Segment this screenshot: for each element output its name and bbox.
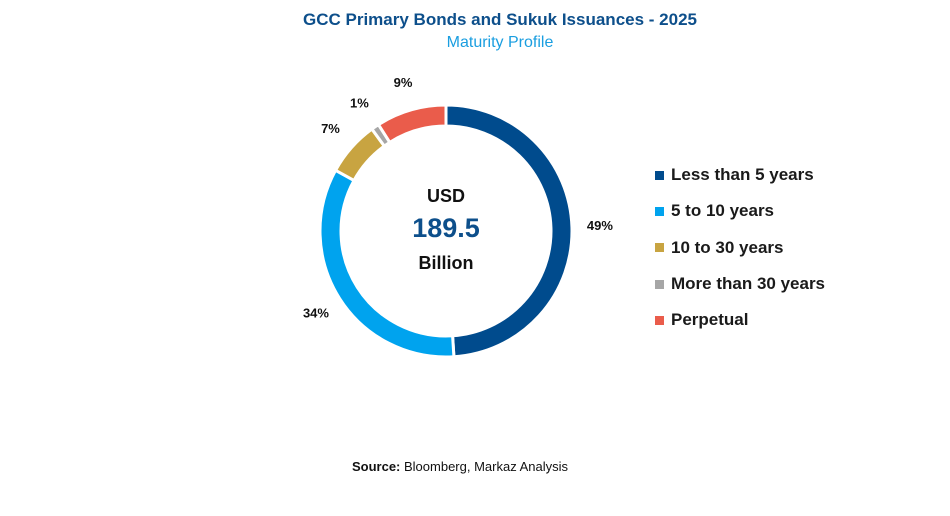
slice-labels: 49% 34% 7% 1% 9% [303,75,613,320]
legend-label-perpetual: Perpetual [671,310,749,330]
chart-title: GCC Primary Bonds and Sukuk Issuances - … [303,10,697,29]
legend-label-gt30: More than 30 years [671,274,826,294]
legend-item-perpetual: Perpetual [655,302,825,338]
slice-perpetual [376,103,448,145]
slice-label-gt30: 1% [350,96,369,111]
center-total-value: 189.5 [412,213,480,243]
legend-swatch-perpetual [655,315,664,325]
source-label: Source: [351,459,401,474]
center-unit-label: Billion [418,253,474,273]
donut-slices [318,103,574,359]
legend-label-lt5: Less than 5 years [671,165,814,185]
legend-item-10to30: 10 to 30 years [655,230,825,266]
slice-label-10to30: 7% [321,121,340,136]
slice-label-5to10: 34% [303,306,329,321]
legend-item-5to10: 5 to 10 years [655,193,825,229]
source-text: Bloomberg, Markaz Analysis [400,459,569,474]
slice-label-perpetual: 9% [394,75,413,90]
source-note: Source: Bloomberg, Markaz Analysis [0,459,920,474]
legend-swatch-10to30 [655,243,664,253]
legend-item-gt30: More than 30 years [655,266,825,302]
legend-swatch-lt5 [655,170,664,180]
legend-swatch-gt30 [655,279,664,289]
chart-legend: Less than 5 years 5 to 10 years 10 to 30 y… [655,157,825,338]
legend-swatch-5to10 [655,206,664,216]
legend-item-lt5: Less than 5 years [655,157,825,193]
chart-subtitle: Maturity Profile [446,34,554,51]
slice-label-lt5: 49% [587,218,613,233]
legend-label-10to30: 10 to 30 years [671,237,784,257]
center-currency-label: USD [426,186,465,206]
legend-label-5to10: 5 to 10 years [671,201,775,221]
